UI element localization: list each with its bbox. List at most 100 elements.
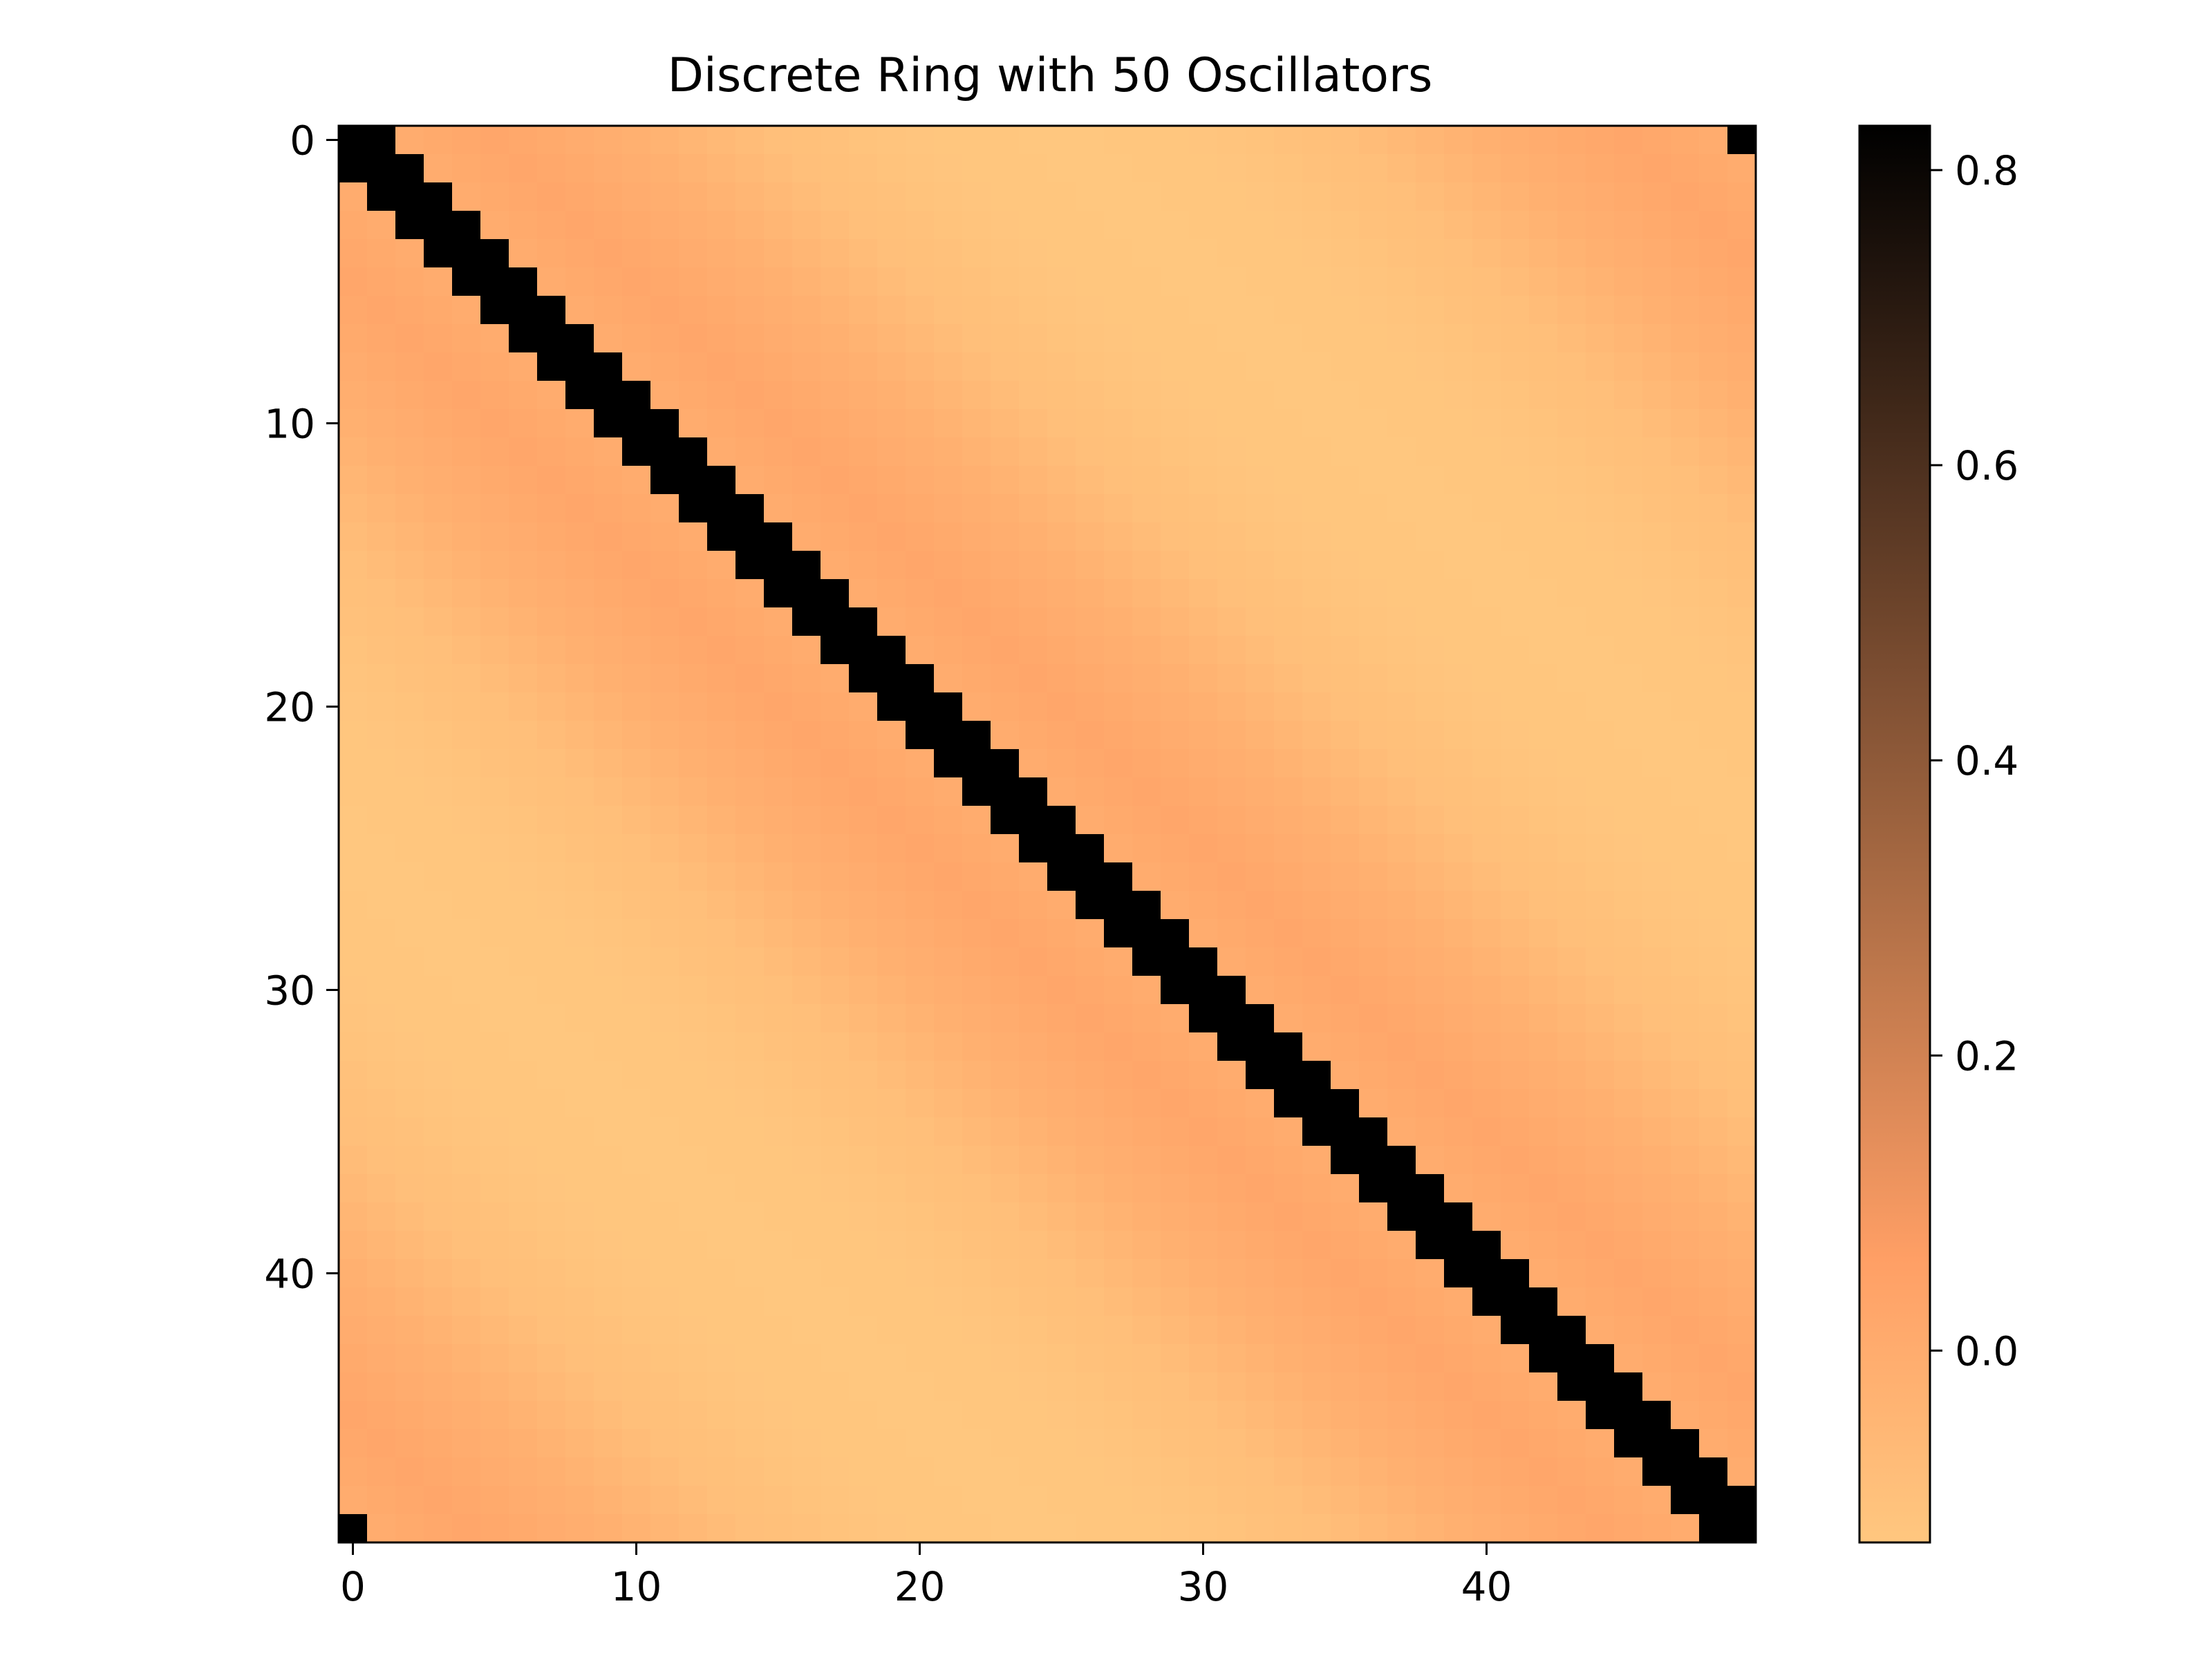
heatmap-cell (962, 692, 991, 721)
heatmap-cell (707, 834, 736, 863)
heatmap-cell (962, 976, 991, 1005)
heatmap-cell (821, 919, 850, 948)
heatmap-cell (1217, 749, 1246, 778)
heatmap-cell (594, 296, 623, 325)
heatmap-cell (650, 1004, 679, 1033)
heatmap-cell (509, 862, 538, 891)
heatmap-cell (395, 1061, 424, 1090)
heatmap-cell (707, 1202, 736, 1231)
heatmap-cell (367, 1089, 396, 1118)
heatmap-cell (1727, 1401, 1756, 1430)
heatmap-cell (1274, 409, 1303, 438)
heatmap-cell (1614, 522, 1643, 551)
heatmap-cell (764, 664, 793, 693)
heatmap-cell (792, 1372, 821, 1401)
heatmap-cell (991, 1004, 1020, 1033)
heatmap-cell (707, 919, 736, 948)
heatmap-cell (1019, 1231, 1048, 1260)
heatmap-cell (1699, 664, 1728, 693)
heatmap-cell (339, 551, 368, 580)
heatmap-cell (1614, 1089, 1643, 1118)
heatmap-cell (565, 352, 594, 381)
heatmap-cell (792, 1344, 821, 1373)
heatmap-cell (1359, 1259, 1388, 1288)
heatmap-cell (1246, 296, 1275, 325)
heatmap-cell (622, 154, 651, 183)
heatmap-cell (395, 1231, 424, 1260)
heatmap-cell (1501, 239, 1530, 268)
heatmap-cell (452, 976, 481, 1005)
heatmap-cell (1472, 1004, 1501, 1033)
heatmap-cell (1529, 1004, 1558, 1033)
heatmap-cell (424, 1429, 453, 1458)
heatmap-cell (1047, 409, 1076, 438)
heatmap-cell (962, 466, 991, 495)
heatmap-cell (367, 551, 396, 580)
heatmap-cell (594, 551, 623, 580)
heatmap-cell (1161, 154, 1190, 183)
heatmap-cell (1104, 1004, 1133, 1033)
heatmap-cell (480, 1146, 509, 1175)
heatmap-cell (1727, 409, 1756, 438)
heatmap-cell (962, 1486, 991, 1515)
heatmap-cell (1642, 1486, 1671, 1515)
heatmap-cell (1076, 381, 1105, 410)
heatmap-cell (1699, 1089, 1728, 1118)
heatmap-cell (1217, 239, 1246, 268)
heatmap-cell (1671, 579, 1700, 608)
heatmap-cell (1019, 1146, 1048, 1175)
heatmap-cell (1132, 636, 1161, 665)
heatmap-cell (1331, 239, 1360, 268)
heatmap-cell (1557, 239, 1586, 268)
heatmap-cell (679, 834, 708, 863)
heatmap-cell (1727, 1061, 1756, 1090)
heatmap-cell (934, 1117, 963, 1146)
heatmap-cell (1189, 1174, 1218, 1203)
heatmap-cell (707, 1231, 736, 1260)
heatmap-cell (1699, 1032, 1728, 1061)
heatmap-cell (1614, 1401, 1643, 1430)
heatmap-cell (849, 1344, 878, 1373)
heatmap-cell (1076, 494, 1105, 523)
heatmap-cell (991, 692, 1020, 721)
heatmap-cell (509, 1202, 538, 1231)
heatmap-cell (1359, 976, 1388, 1005)
heatmap-cell (1161, 1344, 1190, 1373)
heatmap-cell (1614, 777, 1643, 806)
heatmap-cell (1161, 1372, 1190, 1401)
heatmap-cell (339, 267, 368, 296)
heatmap-cell (452, 1372, 481, 1401)
heatmap-cell (1444, 1231, 1473, 1260)
heatmap-cell (906, 1202, 935, 1231)
heatmap-cell (1047, 352, 1076, 381)
heatmap-cell (821, 239, 850, 268)
heatmap-cell (1331, 381, 1360, 410)
heatmap-cell (367, 409, 396, 438)
heatmap-cell (565, 239, 594, 268)
heatmap-cell (1387, 749, 1416, 778)
heatmap-cell (679, 891, 708, 920)
heatmap-cell (1076, 749, 1105, 778)
heatmap-cell (877, 154, 906, 183)
heatmap-cell (792, 1287, 821, 1316)
heatmap-cell (849, 976, 878, 1005)
heatmap-cell (1274, 891, 1303, 920)
heatmap-cell (509, 494, 538, 523)
heatmap-cell (1642, 947, 1671, 976)
heatmap-cell (1189, 1344, 1218, 1373)
heatmap-cell (1302, 1061, 1331, 1090)
heatmap-cell (622, 1372, 651, 1401)
heatmap-cell (1671, 154, 1700, 183)
heatmap-cell (1047, 1032, 1076, 1061)
heatmap-cell (1472, 806, 1501, 835)
heatmap-cell (679, 409, 708, 438)
heatmap-cell (1699, 636, 1728, 665)
heatmap-cell (367, 1401, 396, 1430)
heatmap-cell (1586, 551, 1615, 580)
heatmap-cell (1302, 154, 1331, 183)
heatmap-cell (565, 522, 594, 551)
heatmap-cell (877, 211, 906, 240)
heatmap-cell (622, 1457, 651, 1486)
heatmap-cell (1557, 579, 1586, 608)
heatmap-cell (1302, 296, 1331, 325)
